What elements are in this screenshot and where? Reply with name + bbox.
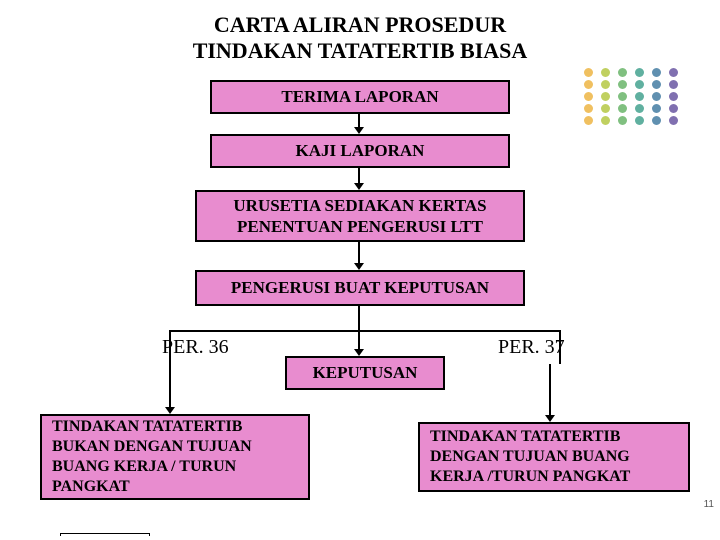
dot-icon bbox=[652, 80, 661, 89]
truncated-box-fragment bbox=[60, 533, 150, 536]
dot-icon bbox=[618, 116, 627, 125]
flow-arrow-a2 bbox=[358, 168, 360, 184]
dot-icon bbox=[635, 104, 644, 113]
dot-icon bbox=[652, 116, 661, 125]
dot-icon bbox=[652, 92, 661, 101]
dot-icon bbox=[584, 68, 593, 77]
flow-arrow-a1 bbox=[358, 114, 360, 128]
slide-number: 11 bbox=[704, 499, 714, 510]
dot-icon bbox=[635, 116, 644, 125]
dot-icon bbox=[618, 92, 627, 101]
decorative-dots bbox=[584, 68, 702, 130]
dot-icon bbox=[635, 80, 644, 89]
title-line1: CARTA ALIRAN PROSEDUR bbox=[214, 12, 506, 37]
dot-icon bbox=[618, 80, 627, 89]
flowchart-node-n2: KAJI LAPORAN bbox=[210, 134, 510, 168]
flowchart-node-n3: URUSETIA SEDIAKAN KERTAS PENENTUAN PENGE… bbox=[195, 190, 525, 242]
flowchart-node-n5: KEPUTUSAN bbox=[285, 356, 445, 390]
flowchart-node-n4: PENGERUSI BUAT KEPUTUSAN bbox=[195, 270, 525, 306]
dot-icon bbox=[601, 68, 610, 77]
dot-icon bbox=[669, 92, 678, 101]
flow-arrow-a5 bbox=[169, 364, 171, 408]
dot-icon bbox=[601, 80, 610, 89]
label-per37: PER. 37 bbox=[498, 336, 565, 359]
dot-icon bbox=[669, 80, 678, 89]
flowchart-node-n7: TINDAKAN TATATERTIB DENGAN TUJUAN BUANG … bbox=[418, 422, 690, 492]
dot-icon bbox=[652, 104, 661, 113]
label-per36: PER. 36 bbox=[162, 336, 229, 359]
dot-icon bbox=[618, 68, 627, 77]
dot-icon bbox=[584, 92, 593, 101]
dot-icon bbox=[635, 68, 644, 77]
flow-arrow-a3 bbox=[358, 242, 360, 264]
flowchart-node-n1: TERIMA LAPORAN bbox=[210, 80, 510, 114]
flowchart-node-n6: TINDAKAN TATATERTIB BUKAN DENGAN TUJUAN … bbox=[40, 414, 310, 500]
dot-icon bbox=[584, 116, 593, 125]
flow-hline-h1 bbox=[170, 330, 560, 332]
dot-icon bbox=[601, 92, 610, 101]
dot-icon bbox=[669, 104, 678, 113]
dot-icon bbox=[584, 104, 593, 113]
dot-icon bbox=[669, 68, 678, 77]
title-line2: TINDAKAN TATATERTIB BIASA bbox=[193, 38, 528, 63]
page-title: CARTA ALIRAN PROSEDUR TINDAKAN TATATERTI… bbox=[0, 12, 720, 65]
dot-icon bbox=[669, 116, 678, 125]
dot-icon bbox=[601, 116, 610, 125]
flow-arrow-a4 bbox=[358, 306, 360, 350]
dot-icon bbox=[584, 80, 593, 89]
dot-icon bbox=[618, 104, 627, 113]
dot-icon bbox=[601, 104, 610, 113]
flow-arrow-a6 bbox=[549, 364, 551, 416]
dot-icon bbox=[635, 92, 644, 101]
dot-icon bbox=[652, 68, 661, 77]
